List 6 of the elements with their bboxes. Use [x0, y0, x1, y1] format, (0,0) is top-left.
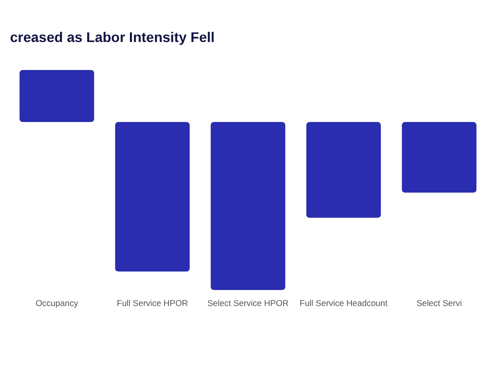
x-tick-label: Full Service Headcount: [300, 298, 388, 308]
chart-title: creased as Labor Intensity Fell: [10, 29, 215, 45]
x-tick-label: Select Servi: [416, 298, 462, 308]
x-tick-label: Full Service HPOR: [116, 298, 188, 308]
x-tick-label: Select Service HPOR: [207, 298, 289, 308]
x-tick-label: Occupancy: [36, 298, 79, 308]
